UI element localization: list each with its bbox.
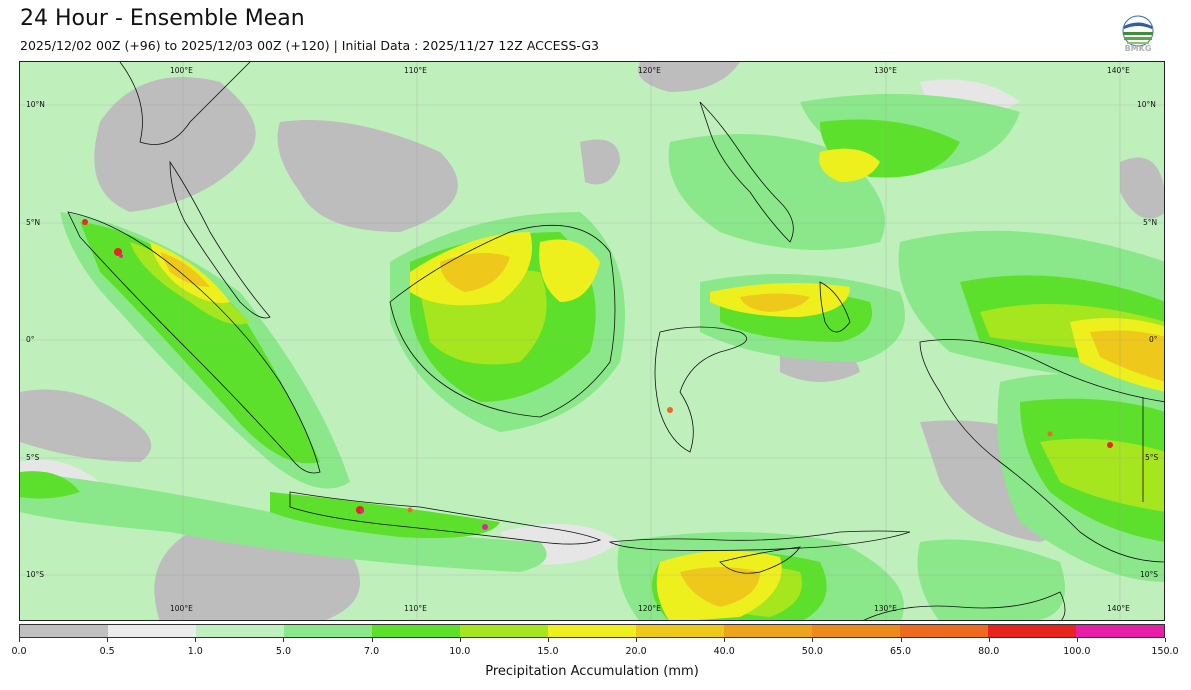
colorbar-swatch [812,625,900,637]
colorbar-swatch [372,625,460,637]
colorbar-tick-mark [1076,638,1078,642]
colorbar-tick-label: 0.0 [11,646,27,657]
colorbar-tick-mark [19,638,20,642]
lon-label-bottom: 120°E [638,604,661,613]
colorbar-tick-label: 0.5 [99,646,115,657]
extreme-spots [82,219,1113,530]
colorbar-tick-mark [459,638,461,642]
lat-label-left: 10°S [26,570,45,579]
bmkg-logo [1122,15,1154,47]
lat-label-right: 0° [1149,335,1158,344]
colorbar-tick-mark [812,638,814,642]
lon-label-bottom: 100°E [170,604,193,613]
colorbar-tick-mark [107,638,109,642]
colorbar-tick-mark [547,638,549,642]
colorbar-swatch [284,625,372,637]
colorbar-swatch [20,625,108,637]
lon-label-top: 110°E [404,66,427,75]
colorbar-swatch [724,625,812,637]
colorbar-swatch [636,625,724,637]
colorbar-tick-mark [371,638,373,642]
lon-label-bottom: 140°E [1107,604,1130,613]
colorbar-swatch [460,625,548,637]
lat-label-left: 5°S [26,453,40,462]
colorbar-tick-mark [1165,638,1166,642]
colorbar-swatch [548,625,636,637]
lat-label-right: 10°S [1140,570,1159,579]
colorbar-tick-label: 65.0 [889,646,912,657]
lat-label-right: 10°N [1137,100,1156,109]
chart-subtitle: 2025/12/02 00Z (+96) to 2025/12/03 00Z (… [20,38,599,53]
colorbar-tick-mark [988,638,990,642]
lon-label-bottom: 110°E [404,604,427,613]
colorbar-tick-mark [900,638,902,642]
colorbar-tick-label: 10.0 [449,646,471,657]
colorbar-tick-label: 20.0 [625,646,647,657]
colorbar-tick-mark [724,638,726,642]
colorbar-tick-label: 7.0 [364,646,380,657]
lat-label-right: 5°N [1143,218,1158,227]
lon-label-top: 120°E [638,66,661,75]
lat-label-left: 10°N [26,100,45,109]
coastlines [67,62,1164,620]
lat-label-left: 5°N [26,218,41,227]
graticule [20,62,1164,620]
orange-areas [160,252,1164,607]
map-canvas [20,62,1164,620]
lon-label-top: 130°E [874,66,897,75]
logo-caption: BMKG [1124,44,1152,53]
colorbar-tick-mark [195,638,197,642]
lon-label-bottom: 130°E [874,604,897,613]
precipitation-colorbar [19,624,1165,638]
colorbar-tick-label: 150.0 [1151,646,1179,657]
lon-label-top: 140°E [1107,66,1130,75]
colorbar-tick-label: 40.0 [713,646,735,657]
lat-label-left: 0° [26,335,35,344]
chart-title: 24 Hour - Ensemble Mean [20,6,305,31]
colorbar-swatch [108,625,196,637]
colorbar-swatch [196,625,284,637]
colorbar-tick-label: 5.0 [275,646,292,657]
colorbar-tick-mark [283,638,285,642]
colorbar-tick-label: 15.0 [537,646,559,657]
colorbar-swatch [900,625,988,637]
lon-label-top: 100°E [170,66,193,75]
colorbar-swatch [1076,625,1164,637]
colorbar-swatch [988,625,1076,637]
lat-label-right: 5°S [1145,453,1159,462]
precipitation-map: 100°E 110°E 120°E 130°E 140°E 100°E 110°… [19,61,1165,621]
colorbar-tick-label: 100.0 [1063,646,1091,657]
colorbar-tick-mark [636,638,638,642]
colorbar-tick-label: 80.0 [978,646,1000,657]
colorbar-tick-label: 50.0 [801,646,823,657]
colorbar-tick-label: 1.0 [187,646,203,657]
colorbar-label: Precipitation Accumulation (mm) [485,664,699,679]
